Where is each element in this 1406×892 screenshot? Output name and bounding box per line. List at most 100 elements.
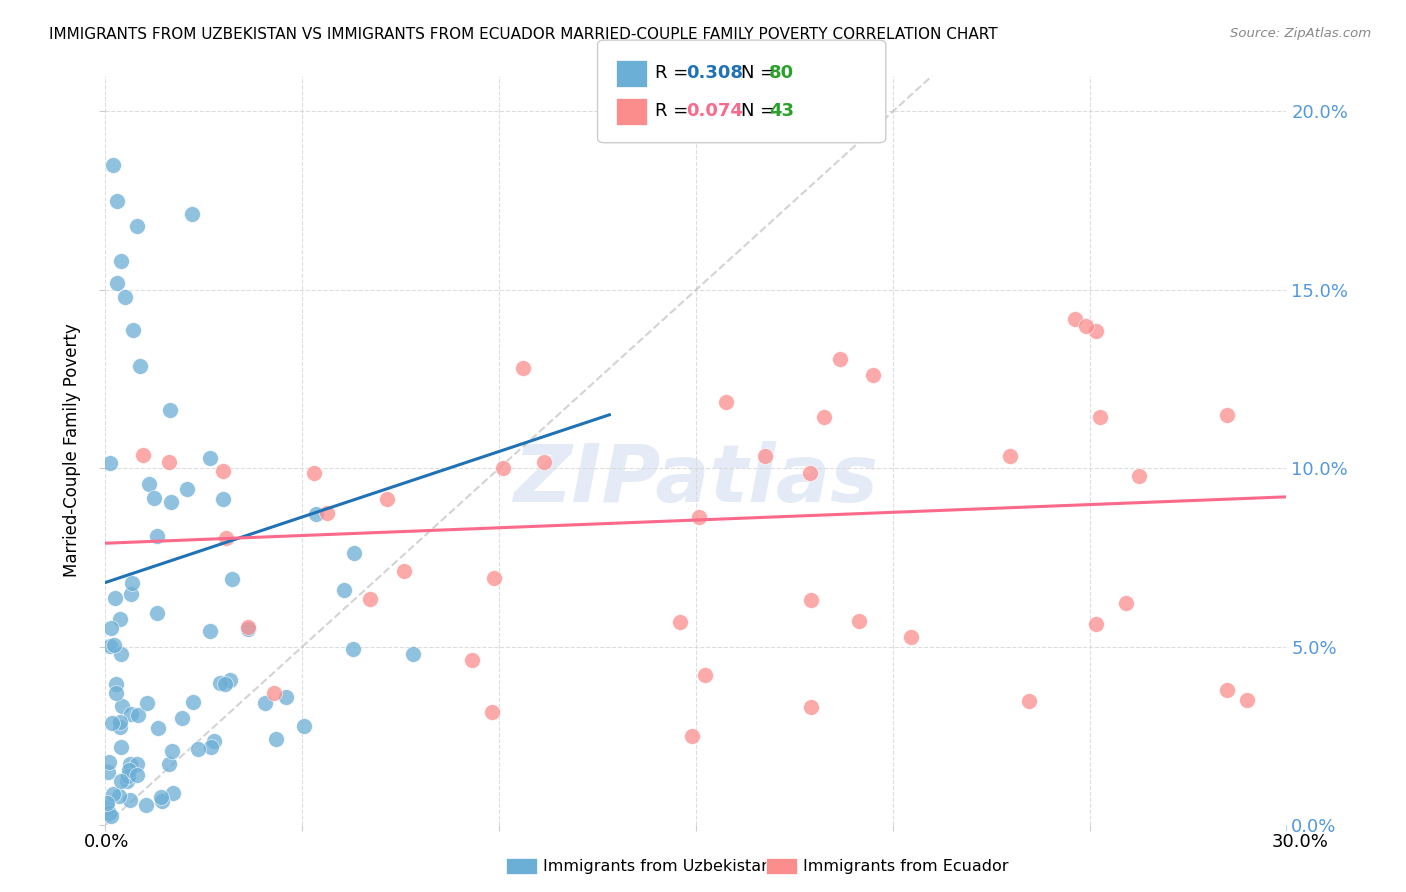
Point — [187, 742, 209, 756]
Text: Immigrants from Uzbekistan: Immigrants from Uzbekistan — [543, 859, 770, 873]
Point — [716, 394, 738, 409]
Point — [105, 686, 128, 700]
Point — [150, 794, 173, 808]
Point — [1088, 409, 1111, 424]
Point — [145, 606, 167, 620]
Text: 80: 80 — [769, 64, 794, 82]
Text: 0.308: 0.308 — [686, 64, 744, 82]
Point — [828, 352, 851, 367]
Point — [121, 576, 143, 591]
Point — [135, 798, 157, 813]
Point — [274, 690, 297, 705]
Point — [181, 695, 204, 709]
Point — [862, 368, 884, 382]
Text: 0.074: 0.074 — [686, 103, 742, 120]
Point — [125, 219, 148, 233]
Point — [108, 720, 131, 734]
Point — [1018, 694, 1040, 708]
Text: IMMIGRANTS FROM UZBEKISTAN VS IMMIGRANTS FROM ECUADOR MARRIED-COUPLE FAMILY POVE: IMMIGRANTS FROM UZBEKISTAN VS IMMIGRANTS… — [49, 27, 998, 42]
Point — [302, 467, 325, 481]
Point — [98, 639, 121, 653]
Point — [103, 638, 125, 652]
Point — [149, 790, 172, 805]
Point — [176, 482, 198, 496]
Point — [97, 756, 120, 770]
Point — [305, 507, 328, 521]
Point — [848, 614, 870, 628]
Point — [263, 686, 285, 700]
Point — [97, 805, 120, 820]
Point — [799, 593, 821, 607]
Point — [264, 731, 287, 746]
Point — [200, 450, 222, 465]
Point — [162, 786, 184, 800]
Point — [117, 770, 139, 784]
Point — [209, 676, 232, 690]
Point — [120, 707, 142, 722]
Text: N =: N = — [741, 64, 780, 82]
Point — [129, 359, 152, 373]
Point — [668, 615, 690, 629]
Point — [754, 450, 776, 464]
Point — [110, 739, 132, 754]
Point — [135, 696, 157, 710]
Point — [1236, 693, 1258, 707]
Text: Immigrants from Ecuador: Immigrants from Ecuador — [803, 859, 1008, 873]
Point — [236, 622, 259, 636]
Text: Source: ZipAtlas.com: Source: ZipAtlas.com — [1230, 27, 1371, 40]
Point — [105, 276, 128, 290]
Point — [533, 455, 555, 469]
Point — [484, 571, 506, 585]
Text: R =: R = — [655, 103, 695, 120]
Point — [97, 765, 120, 780]
Point — [172, 711, 194, 725]
Text: N =: N = — [741, 103, 780, 120]
Point — [813, 410, 835, 425]
Text: 30.0%: 30.0% — [1272, 833, 1329, 851]
Point — [254, 696, 277, 710]
Point — [111, 699, 134, 714]
Point — [110, 774, 132, 789]
Point — [125, 756, 148, 771]
Point — [120, 587, 142, 601]
Point — [108, 715, 131, 730]
Point — [214, 677, 236, 691]
Point — [292, 718, 315, 732]
Point — [342, 642, 364, 657]
Point — [998, 449, 1021, 463]
Point — [105, 194, 128, 208]
Text: 0.0%: 0.0% — [84, 833, 129, 851]
Point — [1074, 319, 1097, 334]
Point — [219, 673, 242, 688]
Point — [107, 789, 129, 803]
Point — [157, 455, 180, 469]
Text: 43: 43 — [769, 103, 794, 120]
Point — [146, 529, 169, 543]
Point — [122, 323, 145, 337]
Point — [375, 492, 398, 507]
Point — [105, 676, 128, 690]
Point — [394, 564, 416, 578]
Point — [101, 716, 124, 731]
Point — [110, 254, 132, 268]
Point — [142, 491, 165, 505]
Point — [1085, 324, 1108, 338]
Point — [100, 808, 122, 822]
Point — [127, 708, 149, 723]
Point — [160, 744, 183, 758]
Point — [481, 706, 503, 720]
Point — [401, 647, 423, 661]
Point — [359, 591, 381, 606]
Point — [100, 622, 122, 636]
Point — [110, 647, 132, 661]
Point — [118, 763, 141, 777]
Point — [492, 461, 515, 475]
Point — [1128, 468, 1150, 483]
Point — [118, 756, 141, 771]
Point — [96, 800, 118, 814]
Point — [212, 464, 235, 478]
Point — [1216, 682, 1239, 697]
Point — [157, 756, 180, 771]
Point — [800, 700, 823, 714]
Point — [799, 466, 821, 480]
